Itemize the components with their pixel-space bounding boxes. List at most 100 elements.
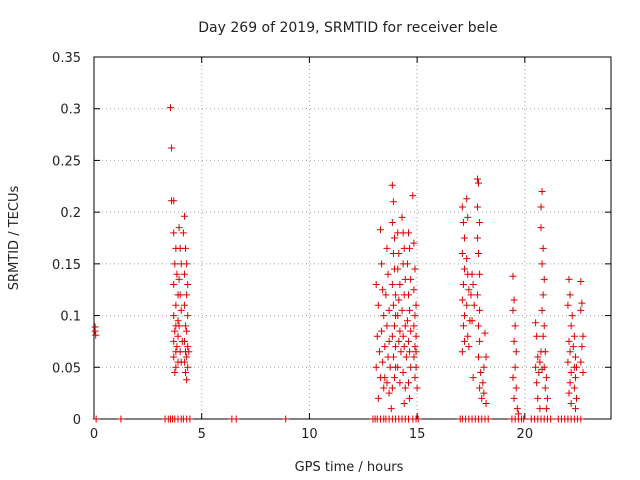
y-tick-label: 0.3 bbox=[60, 103, 81, 118]
data-point bbox=[412, 332, 420, 340]
data-point bbox=[512, 384, 520, 392]
data-point bbox=[175, 275, 183, 283]
data-point bbox=[538, 260, 546, 268]
data-point bbox=[577, 277, 585, 285]
data-point bbox=[412, 363, 420, 371]
data-point bbox=[534, 353, 542, 361]
data-point bbox=[381, 374, 389, 382]
data-point bbox=[468, 317, 476, 325]
data-point bbox=[375, 348, 383, 356]
data-point bbox=[542, 405, 550, 413]
data-point bbox=[477, 368, 485, 376]
data-point bbox=[183, 291, 191, 299]
data-point bbox=[174, 332, 182, 340]
data-point bbox=[380, 384, 388, 392]
data-point bbox=[385, 337, 393, 345]
data-point bbox=[387, 405, 395, 413]
data-point bbox=[391, 322, 399, 330]
y-tick-label: 0.1 bbox=[60, 310, 81, 325]
data-point bbox=[406, 348, 414, 356]
data-point bbox=[397, 348, 405, 356]
data-point bbox=[183, 327, 191, 335]
data-point bbox=[533, 332, 541, 340]
data-point bbox=[411, 312, 419, 320]
data-point bbox=[461, 312, 469, 320]
data-point bbox=[401, 322, 409, 330]
data-point bbox=[379, 286, 387, 294]
data-point bbox=[186, 415, 194, 423]
data-point bbox=[538, 306, 546, 314]
data-point bbox=[520, 415, 528, 423]
data-point bbox=[459, 281, 467, 289]
data-point bbox=[170, 281, 178, 289]
data-point bbox=[171, 260, 179, 268]
data-point bbox=[176, 291, 184, 299]
data-point bbox=[405, 379, 413, 387]
data-point bbox=[541, 384, 549, 392]
data-point bbox=[461, 337, 469, 345]
data-point bbox=[571, 405, 579, 413]
data-point bbox=[184, 281, 192, 289]
data-point bbox=[407, 275, 415, 283]
data-point bbox=[182, 368, 190, 376]
data-point bbox=[411, 265, 419, 273]
data-point bbox=[459, 218, 467, 226]
data-point bbox=[407, 327, 415, 335]
data-point bbox=[380, 312, 388, 320]
chart-title: Day 269 of 2019, SRMTID for receiver bel… bbox=[198, 20, 497, 36]
data-point bbox=[174, 317, 182, 325]
data-point bbox=[511, 322, 519, 330]
data-point bbox=[475, 322, 483, 330]
data-point bbox=[535, 368, 543, 376]
data-point bbox=[409, 192, 417, 200]
data-point bbox=[566, 379, 574, 387]
data-point bbox=[180, 212, 188, 220]
data-point bbox=[536, 405, 544, 413]
data-point bbox=[537, 348, 545, 356]
data-point bbox=[569, 343, 577, 351]
data-point bbox=[476, 337, 484, 345]
data-point bbox=[183, 260, 191, 268]
data-point bbox=[469, 281, 477, 289]
data-point bbox=[395, 296, 403, 304]
data-point bbox=[396, 379, 404, 387]
data-point bbox=[400, 343, 408, 351]
data-point bbox=[373, 332, 381, 340]
data-point bbox=[465, 343, 473, 351]
data-point bbox=[570, 332, 578, 340]
data-point bbox=[476, 384, 484, 392]
data-point bbox=[532, 363, 540, 371]
data-point bbox=[378, 260, 386, 268]
data-point bbox=[411, 374, 419, 382]
data-point bbox=[171, 327, 179, 335]
data-point bbox=[184, 312, 192, 320]
data-point bbox=[381, 343, 389, 351]
data-point bbox=[539, 291, 547, 299]
data-point bbox=[533, 379, 541, 387]
data-point bbox=[542, 374, 550, 382]
data-point bbox=[395, 250, 403, 258]
data-point bbox=[172, 301, 180, 309]
data-point bbox=[406, 306, 414, 314]
data-point bbox=[509, 306, 517, 314]
data-point bbox=[458, 250, 466, 258]
data-point bbox=[173, 343, 181, 351]
data-point bbox=[480, 363, 488, 371]
data-point bbox=[464, 332, 472, 340]
data-point bbox=[377, 226, 385, 234]
data-point bbox=[566, 291, 574, 299]
data-point bbox=[538, 187, 546, 195]
data-point bbox=[172, 363, 180, 371]
data-point bbox=[182, 244, 190, 252]
gridlines bbox=[94, 57, 611, 419]
data-point bbox=[92, 415, 100, 423]
data-point bbox=[567, 399, 575, 407]
data-point bbox=[512, 348, 520, 356]
data-point bbox=[571, 353, 579, 361]
data-point bbox=[401, 384, 409, 392]
data-point bbox=[399, 332, 407, 340]
data-point bbox=[170, 337, 178, 345]
data-point bbox=[170, 353, 178, 361]
x-tick-label: 15 bbox=[409, 427, 426, 442]
